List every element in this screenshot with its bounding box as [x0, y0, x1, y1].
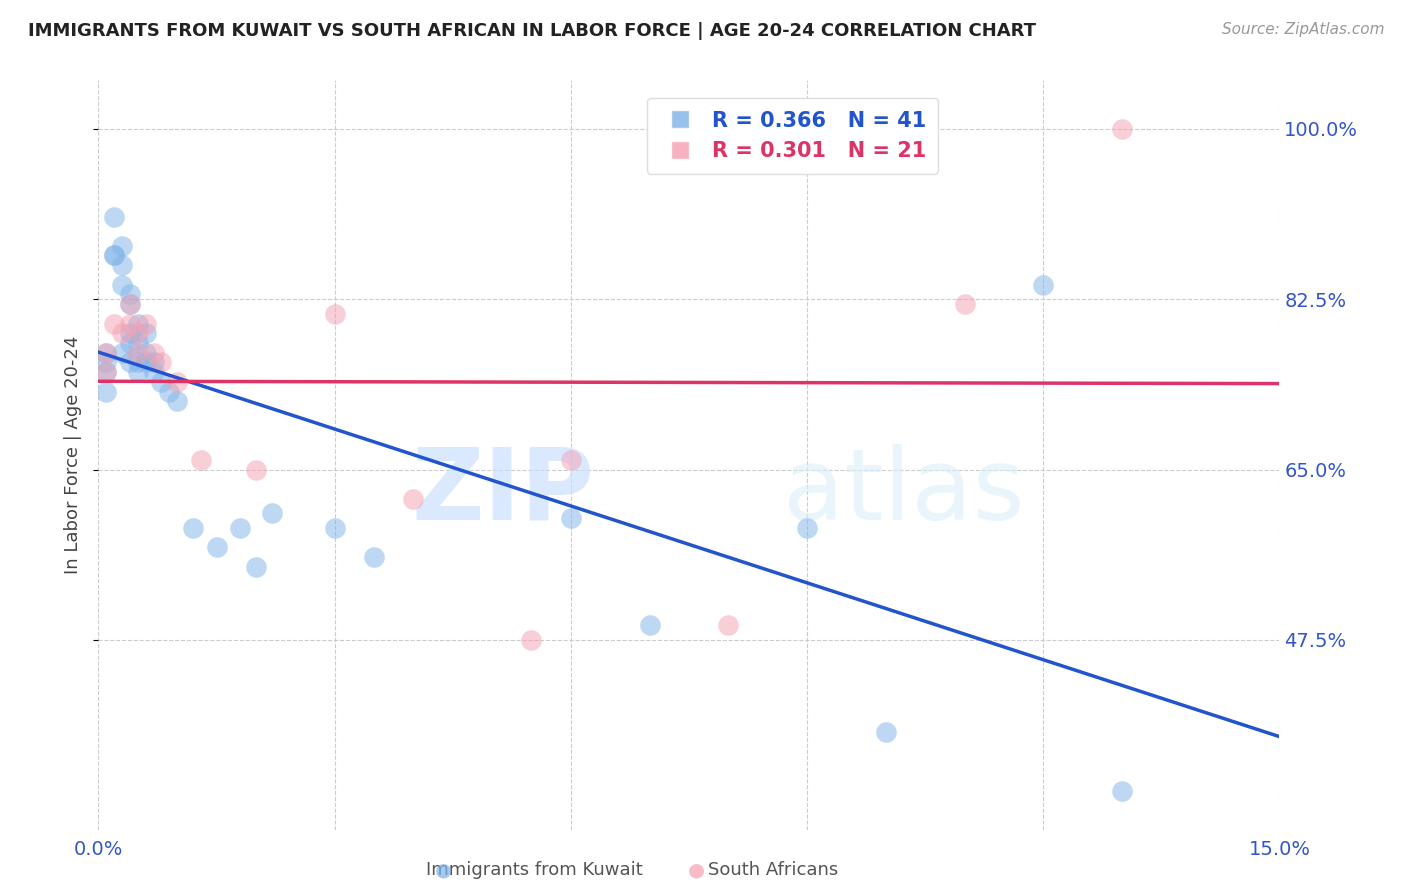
Point — [127, 326, 149, 341]
Point — [111, 258, 134, 272]
Point — [142, 365, 165, 379]
Point — [323, 307, 346, 321]
Point — [166, 394, 188, 409]
Point — [142, 355, 165, 369]
Point — [111, 345, 134, 359]
Point — [135, 317, 157, 331]
Text: Immigrants from Kuwait: Immigrants from Kuwait — [426, 861, 643, 879]
Text: IMMIGRANTS FROM KUWAIT VS SOUTH AFRICAN IN LABOR FORCE | AGE 20-24 CORRELATION C: IMMIGRANTS FROM KUWAIT VS SOUTH AFRICAN … — [28, 22, 1036, 40]
Text: ZIP: ZIP — [412, 444, 595, 541]
Point — [96, 365, 118, 379]
Point — [118, 287, 141, 301]
Point — [1111, 783, 1133, 797]
Text: Source: ZipAtlas.com: Source: ZipAtlas.com — [1222, 22, 1385, 37]
Point — [363, 550, 385, 565]
Point — [402, 491, 425, 506]
Point — [118, 297, 141, 311]
Point — [127, 345, 149, 359]
Point — [181, 521, 204, 535]
Point — [118, 317, 141, 331]
Point — [150, 375, 173, 389]
Point — [229, 521, 252, 535]
Point — [103, 210, 125, 224]
Point — [796, 521, 818, 535]
Point — [323, 521, 346, 535]
Point — [638, 618, 661, 632]
Point — [166, 375, 188, 389]
Text: atlas: atlas — [783, 444, 1025, 541]
Point — [118, 336, 141, 351]
Point — [96, 365, 118, 379]
Text: ●: ● — [688, 860, 704, 880]
Legend: R = 0.366   N = 41, R = 0.301   N = 21: R = 0.366 N = 41, R = 0.301 N = 21 — [647, 98, 938, 174]
Point — [1111, 122, 1133, 136]
Point — [520, 632, 543, 647]
Point — [103, 317, 125, 331]
Point — [205, 541, 228, 555]
Point — [127, 317, 149, 331]
Point — [875, 725, 897, 739]
Point — [135, 345, 157, 359]
Point — [135, 355, 157, 369]
Point — [96, 345, 118, 359]
Point — [190, 452, 212, 467]
Point — [96, 345, 118, 359]
Point — [118, 297, 141, 311]
Point — [111, 326, 134, 341]
Point — [560, 452, 582, 467]
Y-axis label: In Labor Force | Age 20-24: In Labor Force | Age 20-24 — [65, 335, 83, 574]
Point — [111, 238, 134, 252]
Point — [118, 326, 141, 341]
Point — [150, 355, 173, 369]
Point — [96, 355, 118, 369]
Point — [142, 345, 165, 359]
Point — [103, 248, 125, 262]
Point — [96, 384, 118, 399]
Point — [127, 336, 149, 351]
Point — [245, 559, 267, 574]
Point — [127, 355, 149, 369]
Point — [157, 384, 180, 399]
Point — [103, 248, 125, 262]
Point — [560, 511, 582, 525]
Point — [135, 326, 157, 341]
Point — [111, 277, 134, 292]
Point — [118, 355, 141, 369]
Point — [260, 506, 283, 520]
Point — [953, 297, 976, 311]
Point — [127, 365, 149, 379]
Point — [717, 618, 740, 632]
Point — [245, 462, 267, 476]
Text: South Africans: South Africans — [709, 861, 838, 879]
Point — [1032, 277, 1054, 292]
Text: ●: ● — [434, 860, 451, 880]
